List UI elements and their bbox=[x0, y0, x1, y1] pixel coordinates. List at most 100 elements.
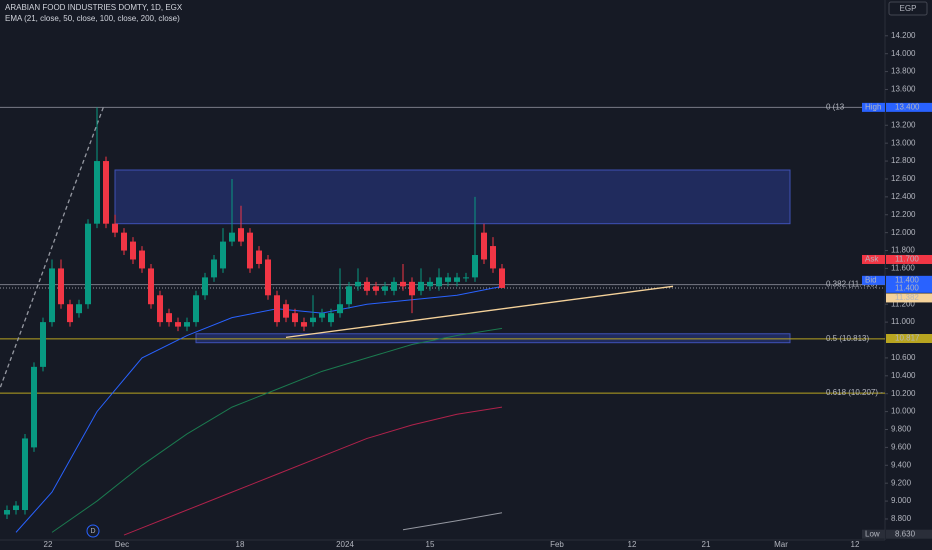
y-tick-label: 9.400 bbox=[891, 460, 912, 469]
candle-body bbox=[112, 223, 118, 233]
price-label-box bbox=[886, 102, 932, 112]
candle-body bbox=[13, 505, 19, 511]
candle-body bbox=[238, 228, 244, 242]
y-tick-label: 9.000 bbox=[891, 496, 912, 505]
price-label-name: Bid bbox=[865, 275, 877, 284]
price-label-name-box bbox=[862, 102, 885, 112]
candle-body bbox=[436, 277, 442, 287]
currency[interactable]: EGP bbox=[900, 4, 917, 13]
y-tick-label: 12.600 bbox=[891, 174, 916, 183]
candle-body bbox=[103, 161, 109, 224]
candle-body bbox=[4, 510, 10, 515]
price-label: 13.400 bbox=[895, 102, 920, 111]
candle-body bbox=[481, 232, 487, 260]
plot: 0 (13 0.382 (11.419) 0.5 (10.813) 0.618 (10… bbox=[0, 102, 885, 536]
x-tick-label: Dec bbox=[115, 540, 129, 549]
price-label-name: High bbox=[865, 102, 881, 111]
candle-body bbox=[67, 304, 73, 323]
candle-body bbox=[139, 250, 145, 269]
price-label: 11.400 bbox=[895, 275, 919, 284]
candle-body bbox=[499, 268, 505, 288]
candle-body bbox=[310, 317, 316, 323]
y-tick-label: 10.000 bbox=[891, 407, 916, 416]
candle-body bbox=[427, 281, 433, 287]
price-label-name: Ask bbox=[865, 255, 879, 264]
y-tick-label: 12.200 bbox=[891, 210, 916, 219]
candle-body bbox=[472, 255, 478, 278]
candle-body bbox=[490, 246, 496, 269]
candle-body bbox=[283, 304, 289, 318]
x-tick-label: Feb bbox=[550, 540, 564, 549]
candle-body bbox=[193, 295, 199, 323]
fib-label: 0 (13 bbox=[826, 102, 845, 111]
candle-body bbox=[391, 281, 397, 291]
candle-body bbox=[220, 241, 226, 269]
ema-line bbox=[15, 285, 503, 533]
candle-body bbox=[247, 232, 253, 269]
candle-body bbox=[346, 286, 352, 305]
price-label-name-box bbox=[862, 254, 885, 264]
y-tick-label: 13.600 bbox=[891, 85, 916, 94]
x-tick-label: 2024 bbox=[336, 540, 354, 549]
candle-body bbox=[328, 313, 334, 323]
candle-body bbox=[76, 304, 82, 314]
price-label: 10.817 bbox=[895, 334, 920, 343]
event-marker: D bbox=[90, 528, 95, 535]
x-tick-label: 12 bbox=[628, 540, 637, 549]
x-tick-label: Mar bbox=[774, 540, 788, 549]
candle-body bbox=[382, 286, 388, 291]
price-label-box bbox=[886, 254, 932, 264]
y-tick-label: 12.400 bbox=[891, 192, 916, 201]
candle-body bbox=[256, 250, 262, 264]
y-tick-label: 9.600 bbox=[891, 442, 912, 451]
candle-body bbox=[40, 322, 46, 367]
price-label-box bbox=[886, 529, 932, 539]
candle-body bbox=[355, 281, 361, 287]
candle-body bbox=[148, 268, 154, 305]
ema-line bbox=[402, 512, 503, 531]
y-tick-label: 13.200 bbox=[891, 120, 916, 129]
candle-body bbox=[85, 223, 91, 305]
candle-body bbox=[364, 281, 370, 291]
candle-body bbox=[157, 295, 163, 323]
candle-body bbox=[274, 295, 280, 323]
y-tick-label: 13.000 bbox=[891, 138, 916, 147]
candle-body bbox=[418, 281, 424, 291]
price-label-box bbox=[886, 333, 932, 343]
candle-body bbox=[400, 281, 406, 287]
candle-body bbox=[409, 281, 415, 296]
y-tick-label: 9.800 bbox=[891, 425, 912, 434]
y-tick-label: 11.800 bbox=[891, 246, 915, 255]
indicator-legend: EMA (21, close, 50, close, 100, close, 2… bbox=[5, 14, 180, 23]
price-label: 8.630 bbox=[895, 529, 916, 538]
candle-body bbox=[121, 232, 127, 251]
y-tick-label: 12.800 bbox=[891, 156, 916, 165]
price-label-box bbox=[886, 275, 932, 285]
event-marker-circle bbox=[86, 524, 100, 538]
y-tick-label: 10.600 bbox=[891, 353, 916, 362]
candle-body bbox=[265, 259, 271, 296]
x-tick-label: 15 bbox=[426, 540, 435, 549]
candle-body bbox=[130, 241, 136, 260]
y-tick-label: 9.200 bbox=[891, 478, 912, 487]
y-tick-label: 11.600 bbox=[891, 264, 915, 273]
currency-box[interactable] bbox=[888, 1, 928, 16]
price-label: 11.382 bbox=[895, 293, 919, 302]
price-label-name-box bbox=[862, 529, 885, 539]
candle-body bbox=[22, 438, 28, 511]
candle-body bbox=[301, 322, 307, 327]
dashed-line bbox=[0, 107, 104, 391]
y-tick-label: 10.400 bbox=[891, 371, 916, 380]
y-tick-label: 12.000 bbox=[891, 228, 916, 237]
zone bbox=[195, 333, 791, 344]
y-tick-label: 13.800 bbox=[891, 67, 916, 76]
chart-title: ARABIAN FOOD INDUSTRIES DOMTY, 1D, EGX bbox=[5, 3, 183, 12]
trend-line bbox=[285, 285, 674, 338]
candle-body bbox=[454, 277, 460, 282]
zone bbox=[114, 169, 791, 225]
price-label-name: Low bbox=[865, 529, 880, 538]
ema-line bbox=[123, 406, 503, 536]
x-tick-label: 12 bbox=[851, 540, 860, 549]
fib-label: 0.382 (11.419) bbox=[826, 280, 878, 289]
